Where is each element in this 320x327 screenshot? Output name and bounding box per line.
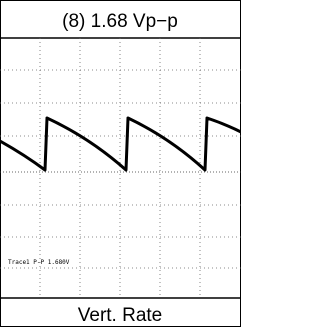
scope-screenshot: (8) 1.68 Vp−p Trace1 P-P 1.680V Vert. Ra… — [0, 0, 241, 327]
measurement-readout: Trace1 P-P 1.680V — [8, 259, 70, 266]
header-title: (8) 1.68 Vp−p — [62, 11, 178, 32]
footer-label: Vert. Rate — [78, 305, 163, 326]
